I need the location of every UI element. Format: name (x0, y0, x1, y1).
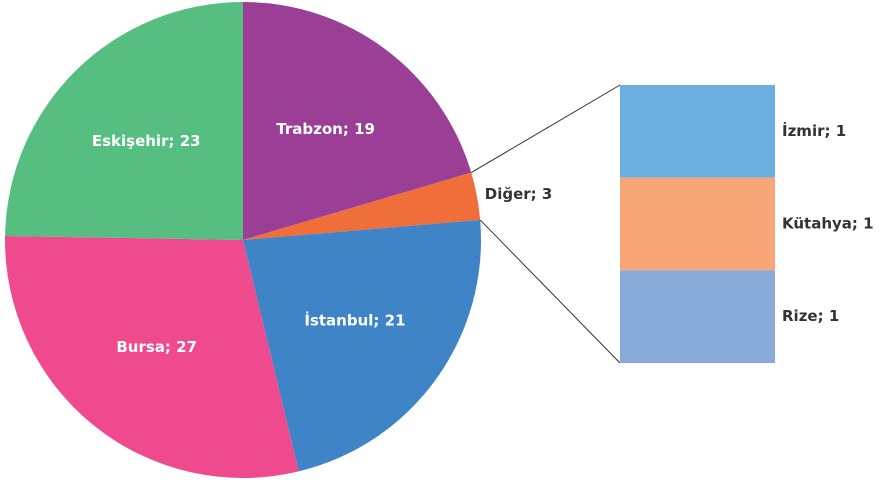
data-label: Bursa; 27 (116, 338, 197, 356)
pie-slice: Trabzon (243, 2, 472, 240)
bar-segment: Rize (620, 270, 775, 363)
data-label: Trabzon; 19 (276, 120, 375, 138)
pie-slice: İstanbul (243, 219, 481, 472)
data-label: İzmir; 1 (782, 121, 846, 140)
data-label: Diğer; 3 (485, 185, 553, 203)
connector (479, 219, 621, 364)
pie-slice: Eskişehir (5, 2, 243, 240)
pie-slice: Bursa (5, 235, 299, 479)
data-label: İstanbul; 21 (304, 310, 405, 329)
pie-slice: Diğer (243, 172, 481, 240)
bar-segment: İzmir (620, 85, 775, 178)
bar-segment: Kütahya (620, 177, 775, 271)
connector (471, 84, 621, 174)
data-label: Kütahya; 1 (782, 215, 874, 233)
data-label: Eskişehir; 23 (92, 132, 201, 150)
data-label: Rize; 1 (782, 307, 839, 325)
